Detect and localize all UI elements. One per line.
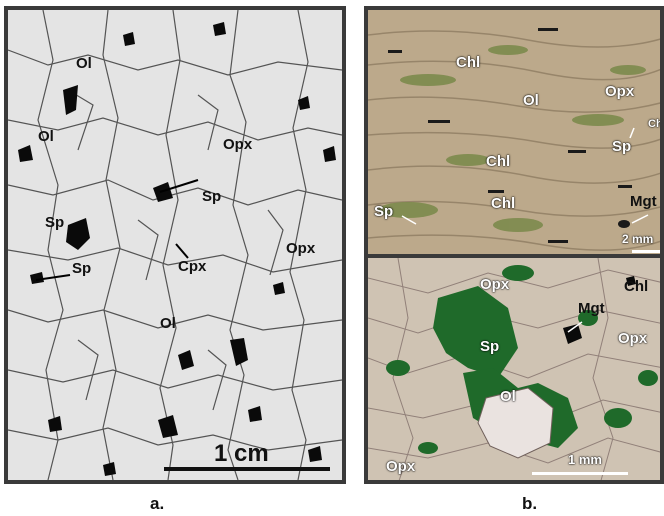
scale-bar-label-b-upper: 2 mm: [622, 232, 654, 246]
label-olivine: Ol: [500, 388, 516, 405]
label-orthopyroxene: Opx: [618, 330, 648, 347]
label-chlorite: Chl: [648, 118, 664, 130]
label-olivine: Ol: [76, 55, 92, 72]
scale-bar-a: [164, 467, 330, 471]
label-olivine: Ol: [160, 315, 176, 332]
pointer-arrows-b-upper: [401, 127, 649, 225]
label-spinel: Sp: [612, 138, 632, 155]
label-spinel: Sp: [202, 188, 222, 205]
panel-caption-a: a.: [150, 494, 165, 513]
grain-texture-b-lower: [368, 258, 660, 480]
label-spinel: Sp: [45, 214, 65, 231]
label-magnetite: Mgt: [630, 193, 657, 210]
thin-section-photo-b-upper: Chl Ol Opx Chl Sp Chl Chl Sp Mgt 2 mm: [368, 10, 664, 254]
olivine-grain: [477, 387, 554, 459]
label-orthopyroxene: Opx: [605, 83, 635, 100]
label-orthopyroxene: Opx: [286, 240, 316, 257]
label-spinel: Sp: [480, 338, 500, 355]
label-chlorite: Chl: [486, 153, 511, 170]
magnetite-grains: [563, 276, 636, 344]
label-spinel: Sp: [72, 260, 92, 277]
label-orthopyroxene: Opx: [386, 458, 416, 475]
thin-section-photo-b-lower: Opx Chl Mgt Opx Sp Ol Opx 1 mm: [368, 258, 660, 480]
label-olivine: Ol: [523, 92, 539, 109]
label-chlorite: Chl: [491, 195, 516, 212]
label-chlorite: Chl: [456, 54, 481, 71]
chlorite-patches: [378, 45, 646, 232]
scale-bar-label-b-lower: 1 mm: [568, 452, 602, 467]
label-spinel: Sp: [374, 203, 394, 220]
opaque-streaks: [388, 28, 632, 243]
label-orthopyroxene: Opx: [480, 276, 510, 293]
scale-bar-b-lower: [532, 472, 628, 475]
thin-section-photo-a: Ol Ol Ol Opx Opx Sp Sp Sp Cpx 1 cm: [4, 6, 346, 484]
label-clinopyroxene: Cpx: [178, 258, 207, 275]
panel-caption-b: b.: [522, 494, 538, 513]
pointer-arrows-a: [35, 179, 199, 281]
label-magnetite: Mgt: [578, 300, 605, 317]
grain-texture-a: [8, 10, 342, 480]
label-chlorite: Chl: [624, 278, 649, 295]
pointer-arrows-b-lower: [567, 321, 583, 333]
label-orthopyroxene: Opx: [223, 136, 253, 153]
scale-bar-b-upper: [632, 250, 660, 253]
scale-bar-label-a: 1 cm: [214, 440, 269, 467]
foliated-texture-b: [368, 10, 660, 254]
label-olivine: Ol: [38, 128, 54, 145]
thin-section-photo-b: Chl Ol Opx Chl Sp Chl Chl Sp Mgt 2 mm: [364, 6, 664, 484]
